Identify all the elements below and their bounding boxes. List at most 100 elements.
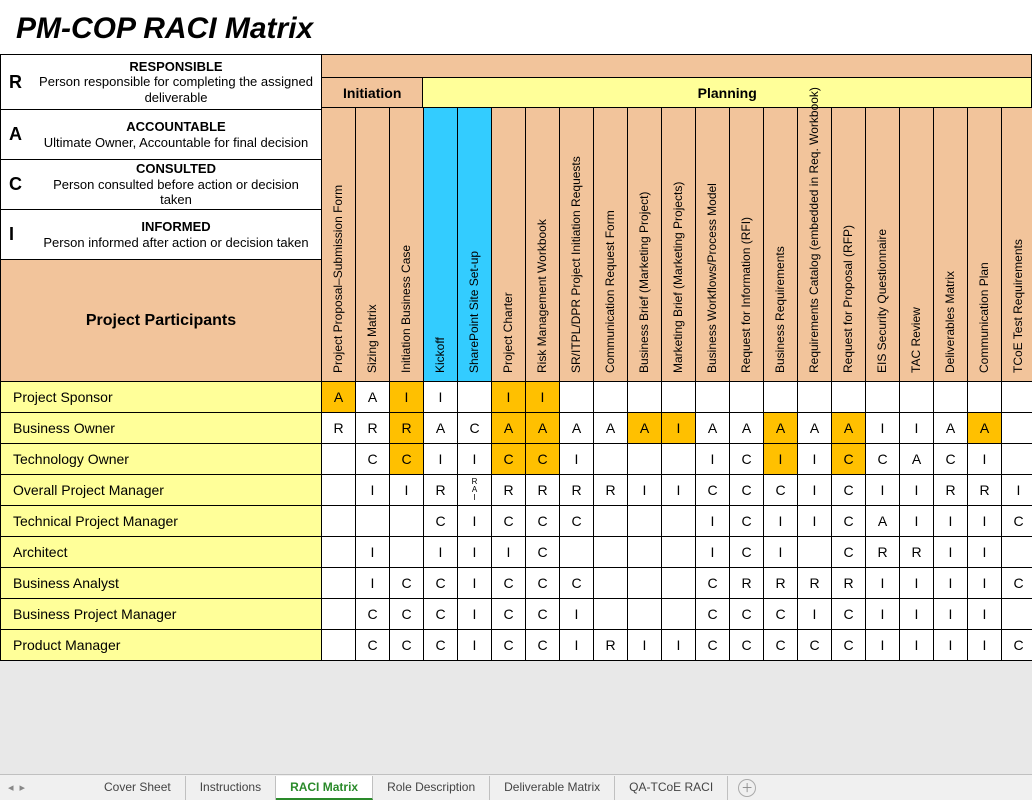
matrix-cell[interactable]: C <box>492 444 526 475</box>
matrix-cell[interactable]: I <box>424 444 458 475</box>
matrix-cell[interactable]: C <box>526 568 560 599</box>
matrix-cell[interactable]: R <box>968 475 1002 506</box>
matrix-cell[interactable] <box>628 382 662 413</box>
matrix-cell[interactable] <box>866 382 900 413</box>
matrix-cell[interactable]: I <box>390 382 424 413</box>
matrix-cell[interactable]: C <box>560 506 594 537</box>
nav-next-icon[interactable]: ▸ <box>20 781 26 794</box>
matrix-cell[interactable]: I <box>968 537 1002 568</box>
matrix-cell[interactable]: A <box>594 413 628 444</box>
matrix-cell[interactable]: I <box>934 568 968 599</box>
matrix-cell[interactable]: C <box>730 599 764 630</box>
matrix-cell[interactable]: I <box>798 506 832 537</box>
matrix-cell[interactable]: C <box>458 413 492 444</box>
matrix-cell[interactable]: I <box>866 413 900 444</box>
matrix-cell[interactable]: I <box>458 444 492 475</box>
matrix-cell[interactable] <box>968 382 1002 413</box>
matrix-cell[interactable]: R <box>730 568 764 599</box>
sheet-tab[interactable]: QA-TCoE RACI <box>615 776 728 800</box>
matrix-cell[interactable]: C <box>526 506 560 537</box>
matrix-cell[interactable]: C <box>798 630 832 661</box>
matrix-cell[interactable] <box>1002 382 1032 413</box>
matrix-cell[interactable] <box>594 568 628 599</box>
sheet-tab[interactable]: Deliverable Matrix <box>490 776 615 800</box>
matrix-cell[interactable]: C <box>1002 506 1032 537</box>
matrix-cell[interactable] <box>322 599 356 630</box>
matrix-cell[interactable] <box>356 506 390 537</box>
matrix-cell[interactable]: R <box>866 537 900 568</box>
matrix-cell[interactable]: C <box>764 599 798 630</box>
matrix-cell[interactable] <box>900 382 934 413</box>
matrix-cell[interactable] <box>322 475 356 506</box>
matrix-cell[interactable] <box>594 444 628 475</box>
add-sheet-button[interactable]: ＋ <box>738 779 756 797</box>
matrix-cell[interactable]: I <box>900 568 934 599</box>
matrix-cell[interactable]: C <box>832 537 866 568</box>
matrix-cell[interactable]: C <box>390 599 424 630</box>
matrix-cell[interactable]: C <box>832 506 866 537</box>
matrix-cell[interactable]: C <box>526 599 560 630</box>
matrix-cell[interactable]: I <box>1002 475 1032 506</box>
matrix-cell[interactable]: C <box>832 599 866 630</box>
matrix-cell[interactable]: A <box>526 413 560 444</box>
matrix-cell[interactable] <box>662 599 696 630</box>
matrix-cell[interactable]: A <box>934 413 968 444</box>
matrix-cell[interactable]: C <box>832 444 866 475</box>
matrix-cell[interactable]: C <box>492 630 526 661</box>
matrix-cell[interactable]: I <box>458 568 492 599</box>
matrix-cell[interactable] <box>662 537 696 568</box>
matrix-cell[interactable] <box>798 382 832 413</box>
matrix-cell[interactable]: R <box>832 568 866 599</box>
matrix-cell[interactable] <box>662 506 696 537</box>
matrix-cell[interactable]: C <box>934 444 968 475</box>
matrix-cell[interactable]: I <box>934 506 968 537</box>
matrix-cell[interactable]: I <box>900 475 934 506</box>
matrix-cell[interactable] <box>560 537 594 568</box>
matrix-cell[interactable]: I <box>560 599 594 630</box>
matrix-cell[interactable]: I <box>492 537 526 568</box>
matrix-cell[interactable]: I <box>458 630 492 661</box>
matrix-cell[interactable] <box>322 568 356 599</box>
matrix-cell[interactable]: C <box>356 444 390 475</box>
matrix-cell[interactable]: I <box>866 475 900 506</box>
matrix-cell[interactable]: I <box>560 630 594 661</box>
matrix-cell[interactable] <box>1002 444 1032 475</box>
matrix-cell[interactable]: C <box>832 475 866 506</box>
matrix-cell[interactable] <box>934 382 968 413</box>
matrix-cell[interactable]: A <box>424 413 458 444</box>
matrix-cell[interactable]: R <box>594 630 628 661</box>
matrix-cell[interactable]: I <box>628 630 662 661</box>
matrix-cell[interactable]: A <box>798 413 832 444</box>
matrix-cell[interactable]: R <box>322 413 356 444</box>
matrix-cell[interactable] <box>662 568 696 599</box>
matrix-cell[interactable]: I <box>458 599 492 630</box>
matrix-cell[interactable] <box>1002 599 1032 630</box>
matrix-cell[interactable]: I <box>526 382 560 413</box>
matrix-cell[interactable]: C <box>356 630 390 661</box>
matrix-cell[interactable]: R <box>798 568 832 599</box>
matrix-cell[interactable]: R <box>390 413 424 444</box>
matrix-cell[interactable] <box>1002 413 1032 444</box>
matrix-cell[interactable]: I <box>662 475 696 506</box>
matrix-cell[interactable]: I <box>934 599 968 630</box>
matrix-cell[interactable]: R <box>934 475 968 506</box>
matrix-cell[interactable]: C <box>526 630 560 661</box>
matrix-cell[interactable]: I <box>696 444 730 475</box>
matrix-cell[interactable]: C <box>390 568 424 599</box>
matrix-cell[interactable]: I <box>764 506 798 537</box>
matrix-cell[interactable]: C <box>696 599 730 630</box>
matrix-cell[interactable]: A <box>560 413 594 444</box>
matrix-cell[interactable]: I <box>900 630 934 661</box>
matrix-cell[interactable] <box>628 537 662 568</box>
matrix-cell[interactable]: I <box>696 537 730 568</box>
matrix-cell[interactable]: I <box>968 568 1002 599</box>
matrix-cell[interactable]: I <box>968 630 1002 661</box>
tab-nav[interactable]: ◂ ▸ <box>8 781 25 794</box>
matrix-cell[interactable]: I <box>866 568 900 599</box>
matrix-cell[interactable]: C <box>696 568 730 599</box>
matrix-cell[interactable]: A <box>968 413 1002 444</box>
matrix-cell[interactable]: A <box>764 413 798 444</box>
matrix-cell[interactable]: C <box>730 537 764 568</box>
matrix-cell[interactable]: C <box>1002 568 1032 599</box>
sheet-tab[interactable]: Role Description <box>373 776 490 800</box>
